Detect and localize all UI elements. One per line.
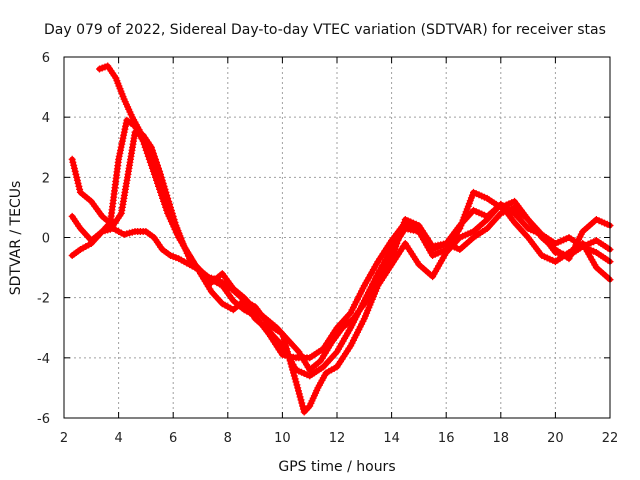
x-tick-label: 8: [224, 431, 232, 446]
y-tick-label: 2: [42, 171, 50, 186]
y-tick-label: -2: [37, 292, 50, 307]
x-tick-label: 22: [602, 431, 619, 446]
x-tick-label: 12: [329, 431, 346, 446]
x-tick-label: 10: [274, 431, 291, 446]
y-tick-label: 0: [42, 232, 50, 247]
x-tick-label: 4: [114, 431, 122, 446]
x-tick-label: 20: [547, 431, 564, 446]
y-tick-label: -4: [37, 352, 50, 367]
x-tick-label: 2: [60, 431, 68, 446]
y-tick-label: 4: [42, 111, 50, 126]
chart-title: Day 079 of 2022, Sidereal Day-to-day VTE…: [44, 22, 606, 38]
x-tick-label: 16: [438, 431, 455, 446]
y-axis-title: SDTVAR / TECUs: [8, 181, 24, 296]
x-tick-label: 6: [169, 431, 177, 446]
series-track-4: [68, 203, 614, 374]
series-track-3: [68, 116, 614, 416]
series-markers: [68, 203, 614, 374]
series-markers: [68, 116, 614, 416]
x-tick-label: 18: [493, 431, 510, 446]
x-tick-label: 14: [383, 431, 400, 446]
axis-ticks: 2 4 6 8 10 12 14 16 18 20 22 -6 -4 -2 0 2 4 6: [37, 51, 618, 446]
data-series: [68, 62, 614, 416]
series-line: [69, 117, 613, 415]
y-tick-label: -6: [37, 412, 50, 427]
y-tick-label: 6: [42, 51, 50, 66]
x-axis-title: GPS time / hours: [278, 459, 395, 475]
